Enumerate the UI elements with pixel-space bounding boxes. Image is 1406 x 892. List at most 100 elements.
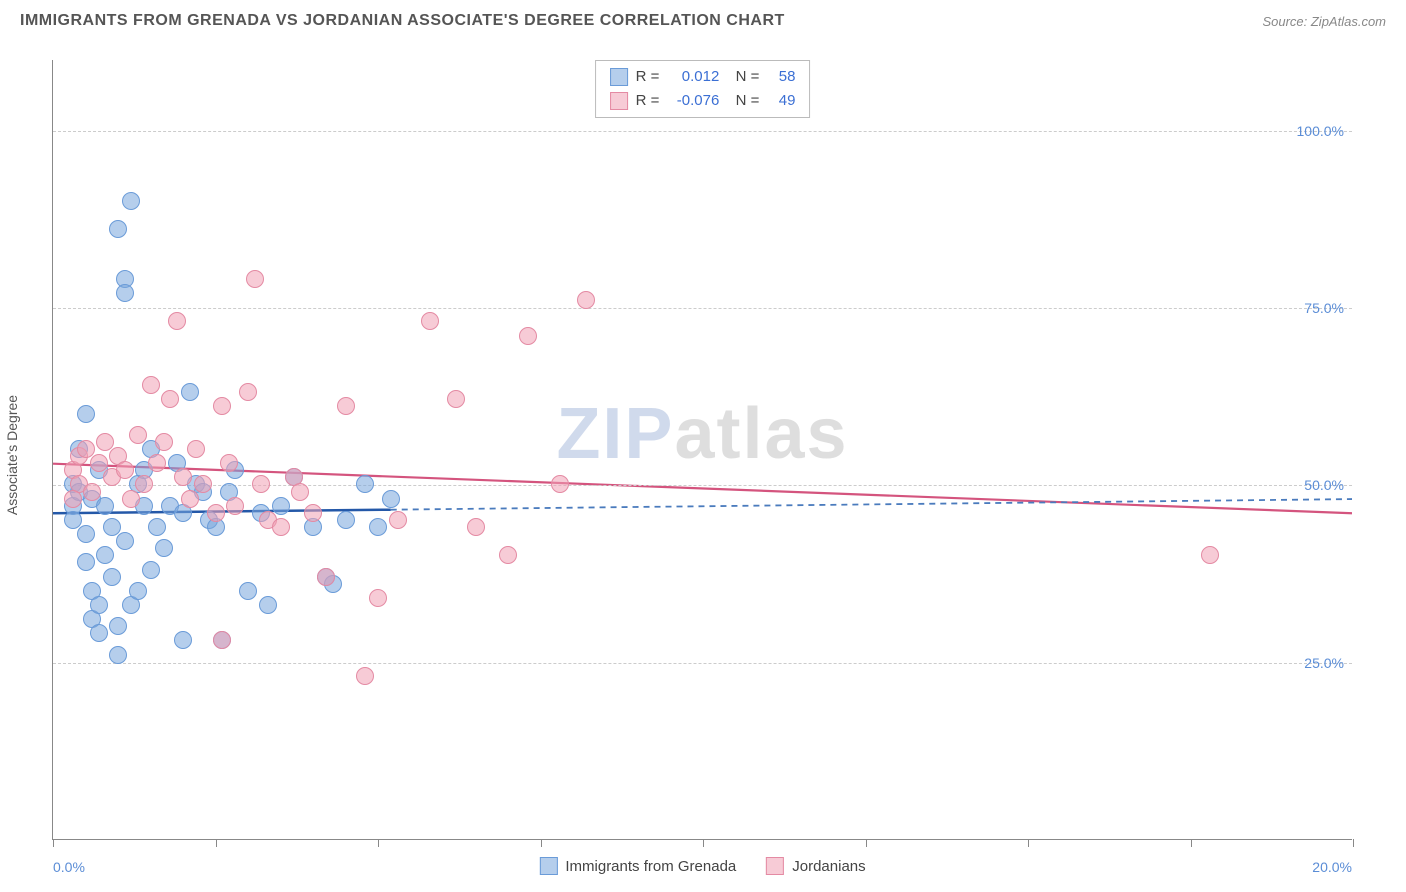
watermark: ZIPatlas <box>556 393 848 475</box>
legend-item: Jordanians <box>766 857 865 875</box>
legend-stat-row: R =-0.076 N =49 <box>610 89 796 113</box>
data-point <box>135 475 153 493</box>
data-point <box>122 192 140 210</box>
data-point <box>64 490 82 508</box>
watermark-part2: atlas <box>674 394 848 474</box>
gridline <box>53 131 1352 132</box>
data-point <box>551 475 569 493</box>
data-point <box>252 475 270 493</box>
data-point <box>1201 546 1219 564</box>
data-point <box>499 546 517 564</box>
data-point <box>239 582 257 600</box>
ytick-label: 25.0% <box>1304 655 1344 671</box>
data-point <box>272 497 290 515</box>
data-point <box>181 383 199 401</box>
trend-lines <box>53 60 1352 839</box>
data-point <box>291 483 309 501</box>
data-point <box>304 504 322 522</box>
data-point <box>356 667 374 685</box>
data-point <box>356 475 374 493</box>
xtick <box>703 839 704 847</box>
data-point <box>369 518 387 536</box>
data-point <box>77 525 95 543</box>
data-point <box>148 454 166 472</box>
xtick <box>1028 839 1029 847</box>
plot-area: ZIPatlas R =0.012 N =58R =-0.076 N =49 I… <box>52 60 1352 840</box>
xtick <box>1191 839 1192 847</box>
data-point <box>116 461 134 479</box>
data-point <box>421 312 439 330</box>
page-title: IMMIGRANTS FROM GRENADA VS JORDANIAN ASS… <box>20 12 785 30</box>
data-point <box>90 596 108 614</box>
data-point <box>220 454 238 472</box>
xtick <box>541 839 542 847</box>
data-point <box>337 397 355 415</box>
stat-r-value: -0.076 <box>667 89 719 113</box>
data-point <box>174 468 192 486</box>
stat-r-label: R = <box>636 65 660 89</box>
data-point <box>389 511 407 529</box>
data-point <box>77 405 95 423</box>
legend-swatch <box>539 857 557 875</box>
data-point <box>77 553 95 571</box>
legend-series: Immigrants from Grenada Jordanians <box>539 857 865 875</box>
data-point <box>337 511 355 529</box>
stat-r-value: 0.012 <box>667 65 719 89</box>
data-point <box>207 504 225 522</box>
data-point <box>226 497 244 515</box>
data-point <box>129 426 147 444</box>
data-point <box>148 518 166 536</box>
data-point <box>96 546 114 564</box>
data-point <box>96 497 114 515</box>
legend-swatch <box>610 68 628 86</box>
data-point <box>447 390 465 408</box>
ytick-label: 100.0% <box>1297 123 1344 139</box>
ytick-label: 75.0% <box>1304 300 1344 316</box>
data-point <box>155 433 173 451</box>
data-point <box>213 631 231 649</box>
data-point <box>129 582 147 600</box>
xtick <box>1353 839 1354 847</box>
data-point <box>83 483 101 501</box>
gridline <box>53 485 1352 486</box>
gridline <box>53 308 1352 309</box>
stat-n-value: 58 <box>767 65 795 89</box>
xtick <box>216 839 217 847</box>
xtick <box>866 839 867 847</box>
legend-swatch <box>766 857 784 875</box>
data-point <box>103 568 121 586</box>
data-point <box>174 631 192 649</box>
legend-label: Jordanians <box>792 858 865 875</box>
data-point <box>577 291 595 309</box>
data-point <box>317 568 335 586</box>
data-point <box>161 390 179 408</box>
data-point <box>109 617 127 635</box>
data-point <box>168 312 186 330</box>
data-point <box>155 539 173 557</box>
stat-r-label: R = <box>636 89 660 113</box>
header: IMMIGRANTS FROM GRENADA VS JORDANIAN ASS… <box>0 0 1406 30</box>
data-point <box>369 589 387 607</box>
legend-item: Immigrants from Grenada <box>539 857 736 875</box>
data-point <box>142 376 160 394</box>
data-point <box>213 397 231 415</box>
data-point <box>382 490 400 508</box>
data-point <box>272 518 290 536</box>
data-point <box>519 327 537 345</box>
legend-stat-row: R = 0.012 N = 58 <box>610 65 796 89</box>
ytick-label: 50.0% <box>1304 477 1344 493</box>
data-point <box>259 596 277 614</box>
legend-stats: R =0.012 N =58R =-0.076 N =49 <box>595 60 811 118</box>
stat-n-label: N = <box>727 89 759 113</box>
legend-label: Immigrants from Grenada <box>565 858 736 875</box>
xtick <box>378 839 379 847</box>
data-point <box>239 383 257 401</box>
data-point <box>142 561 160 579</box>
data-point <box>181 490 199 508</box>
data-point <box>116 532 134 550</box>
data-point <box>467 518 485 536</box>
stat-n-label: N = <box>727 65 759 89</box>
data-point <box>109 220 127 238</box>
data-point <box>109 646 127 664</box>
chart-container: Associate's Degree ZIPatlas R =0.012 N =… <box>20 45 1386 865</box>
